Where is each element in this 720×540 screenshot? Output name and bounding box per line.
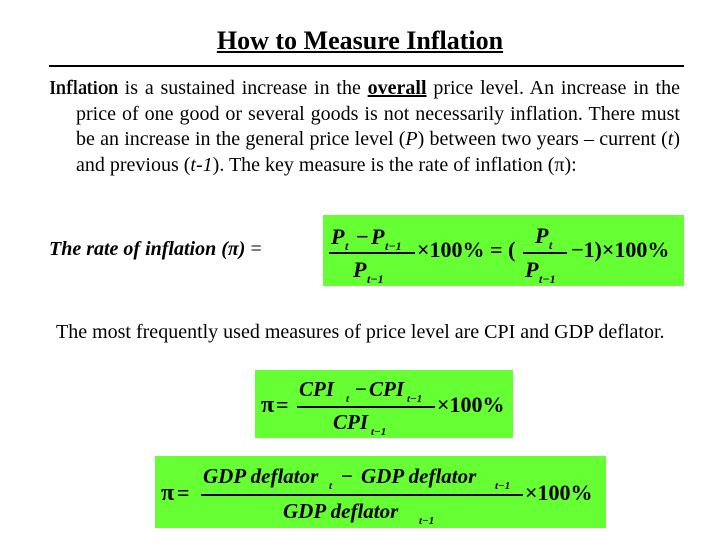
- gdp-deflator-current: GDP deflator: [203, 464, 319, 488]
- gdp-deflator-inflation-formula: π = GDP deflator t − GDP deflator t−1 GD…: [155, 456, 606, 528]
- minus-sign: −: [341, 464, 353, 488]
- pi-symbol: π: [161, 480, 174, 506]
- subscript-t-1: t−1: [407, 393, 422, 405]
- subscript-t: t: [346, 393, 350, 405]
- ratio-denominator-p: P: [524, 257, 539, 282]
- inflation-rate-formula: P t − P t−1 P t−1 ×100% = ( P t P t−1 −1…: [323, 215, 684, 286]
- cpi-previous: CPI: [369, 377, 405, 401]
- inflation-definition: Inflation is a sustained increase in the…: [49, 76, 680, 178]
- minus-sign: −: [355, 377, 367, 401]
- equals-sign: =: [177, 480, 190, 505]
- numerator-p-prev: P: [370, 224, 385, 249]
- definition-text: ). The key measure is the rate of inflat…: [212, 153, 577, 176]
- rate-of-inflation-label: The rate of inflation (π) =: [49, 238, 262, 260]
- minus-one-times-100: −1)×100%: [571, 237, 669, 262]
- cpi-inflation-formula: π = CPI t − CPI t−1 CPI t−1 ×100%: [255, 370, 513, 438]
- numerator-p: P: [330, 224, 345, 249]
- title-divider: [49, 65, 684, 67]
- definition-text: is a sustained increase in the: [117, 77, 368, 99]
- previous-year-offset: 1: [202, 153, 213, 176]
- times-100-equals: ×100% = (: [417, 237, 515, 262]
- slide-title: How to Measure Inflation: [216, 26, 504, 55]
- subscript-t: t: [329, 480, 333, 492]
- subscript-t-1: t−1: [367, 272, 384, 286]
- times-100: ×100%: [437, 392, 505, 417]
- equals-sign: =: [276, 392, 289, 417]
- definition-text: -: [195, 153, 203, 176]
- subscript-t-1: t−1: [495, 480, 510, 492]
- ratio-numerator-p: P: [534, 223, 549, 248]
- cpi-current: CPI: [299, 377, 335, 401]
- gdp-deflator-base: GDP deflator: [283, 499, 399, 523]
- subscript-t-1: t−1: [539, 272, 556, 286]
- term-inflation: Inflation: [49, 77, 118, 99]
- price-measures-note: The most frequently used measures of pri…: [56, 321, 665, 343]
- times-100: ×100%: [525, 480, 593, 505]
- price-level-symbol: P: [405, 128, 418, 150]
- overall-emphasis: overall: [367, 77, 427, 99]
- subscript-t: t: [549, 238, 553, 252]
- cpi-base: CPI: [333, 410, 369, 434]
- gdp-deflator-previous: GDP deflator: [361, 464, 477, 488]
- subscript-t: t: [345, 239, 349, 253]
- previous-year-symbol: t: [190, 153, 196, 176]
- subscript-t-1: t−1: [371, 426, 386, 438]
- denominator-p: P: [352, 257, 367, 282]
- definition-text: ) between two years – current (: [417, 128, 668, 150]
- minus-sign: −: [356, 224, 369, 249]
- pi-symbol: π: [261, 392, 274, 418]
- subscript-t-1: t−1: [385, 239, 402, 253]
- current-year-symbol: t: [667, 128, 674, 150]
- definition-text: ) and previous (: [76, 128, 680, 176]
- definition-text: price level. An increase in the price of…: [76, 77, 680, 150]
- subscript-t-1: t−1: [419, 515, 434, 527]
